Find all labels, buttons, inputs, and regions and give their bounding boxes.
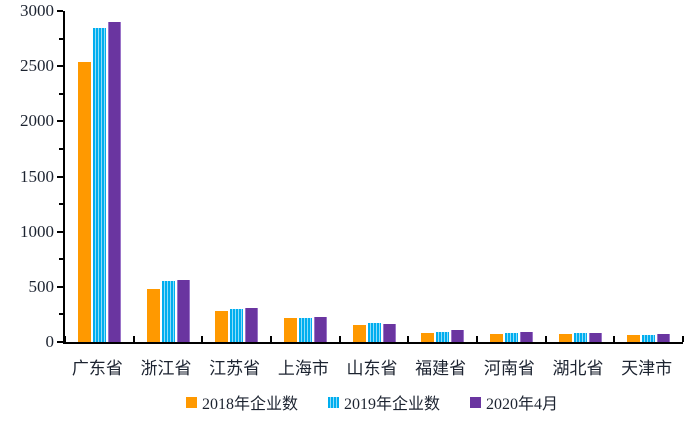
y-tick-label-0: 0	[45, 332, 55, 351]
x-axis-label-福建省: 福建省	[415, 359, 467, 378]
y-tick-label-500: 500	[28, 276, 55, 296]
bar-上海市-2020年4月	[313, 317, 327, 342]
bar-湖北省-2018年企业数	[558, 334, 572, 342]
x-axis-label-江苏省: 江苏省	[209, 359, 261, 378]
bar-天津市-2018年企业数	[627, 335, 641, 342]
x-axis-label-上海市: 上海市	[277, 359, 329, 378]
bar-河南省-2020年4月	[519, 332, 533, 342]
bar-福建省-2018年企业数	[421, 333, 435, 342]
bar-江苏省-2019年企业数	[230, 308, 244, 342]
y-major-tick-mark	[57, 285, 63, 288]
y-major-tick-mark	[57, 341, 63, 343]
y-minor-tick-mark	[59, 147, 63, 150]
x-axis-label-湖北省: 湖北省	[552, 359, 604, 378]
x-axis-label-山东省: 山东省	[346, 359, 398, 378]
y-minor-tick-mark	[59, 203, 63, 206]
y-major-tick-mark	[57, 230, 63, 233]
bar-山东省-2020年4月	[382, 323, 396, 342]
y-major-tick-mark	[57, 175, 63, 178]
y-tick-label-2500: 2500	[20, 56, 54, 76]
legend-swatch-2019	[327, 396, 339, 408]
x-axis-label-天津市: 天津市	[621, 359, 673, 378]
y-tick-label-1000: 1000	[20, 221, 54, 241]
bar-浙江省-2018年企业数	[146, 289, 160, 342]
bar-福建省-2019年企业数	[436, 332, 450, 342]
plot-area	[63, 11, 684, 344]
x-tick-mark	[407, 336, 410, 342]
bar-广东省-2019年企业数	[92, 27, 106, 342]
bar-福建省-2020年4月	[451, 330, 465, 342]
y-major-tick-mark	[57, 10, 63, 12]
bar-山东省-2019年企业数	[367, 323, 381, 342]
legend-swatch-2020	[470, 396, 481, 408]
x-axis-label-浙江省: 浙江省	[140, 359, 192, 378]
legend-item-2018: 2018年企业数	[185, 390, 298, 414]
y-minor-tick-mark	[59, 258, 63, 261]
bar-河南省-2019年企业数	[504, 333, 518, 342]
x-tick-mark	[338, 336, 341, 342]
x-tick-mark	[476, 336, 478, 342]
bar-湖北省-2019年企业数	[573, 333, 587, 342]
x-tick-mark	[544, 336, 547, 342]
x-tick-mark	[613, 336, 616, 342]
bar-江苏省-2018年企业数	[215, 310, 229, 342]
bar-广东省-2018年企业数	[77, 61, 91, 342]
bar-河南省-2018年企业数	[489, 334, 503, 342]
bar-浙江省-2020年4月	[176, 280, 190, 342]
bar-广东省-2020年4月	[107, 22, 121, 342]
y-minor-tick-mark	[59, 37, 63, 40]
y-tick-label-3000: 3000	[20, 1, 54, 20]
y-major-tick-mark	[57, 120, 63, 123]
bar-天津市-2019年企业数	[642, 335, 656, 342]
bar-江苏省-2020年4月	[245, 307, 259, 342]
bar-湖北省-2020年4月	[588, 332, 602, 342]
legend-item-2020: 2020年4月	[470, 390, 558, 414]
y-tick-label-1500: 1500	[20, 166, 54, 186]
legend-label-2019: 2019年企业数	[343, 396, 440, 413]
x-axis-label-河南省: 河南省	[483, 359, 535, 378]
x-tick-mark	[64, 336, 66, 342]
y-tick-label-2000: 2000	[20, 111, 54, 131]
bar-天津市-2020年4月	[657, 334, 671, 342]
y-major-tick-mark	[57, 65, 63, 68]
legend-item-2019: 2019年企业数	[327, 390, 440, 414]
y-minor-tick-mark	[59, 92, 63, 95]
x-tick-mark	[132, 336, 135, 342]
legend-swatch-2018	[185, 396, 197, 408]
legend: 2018年企业数 2019年企业数 2020年4月	[63, 390, 681, 414]
bar-山东省-2018年企业数	[352, 325, 366, 342]
bar-上海市-2019年企业数	[298, 317, 312, 342]
bar-上海市-2018年企业数	[283, 318, 297, 342]
legend-label-2018: 2018年企业数	[201, 396, 298, 413]
x-tick-mark	[270, 336, 272, 342]
bar-浙江省-2019年企业数	[161, 281, 175, 342]
x-tick-mark	[201, 336, 204, 342]
legend-label-2020: 2020年4月	[486, 396, 559, 413]
x-axis-label-广东省: 广东省	[71, 359, 123, 378]
y-minor-tick-mark	[59, 313, 63, 316]
x-tick-mark	[682, 336, 684, 342]
